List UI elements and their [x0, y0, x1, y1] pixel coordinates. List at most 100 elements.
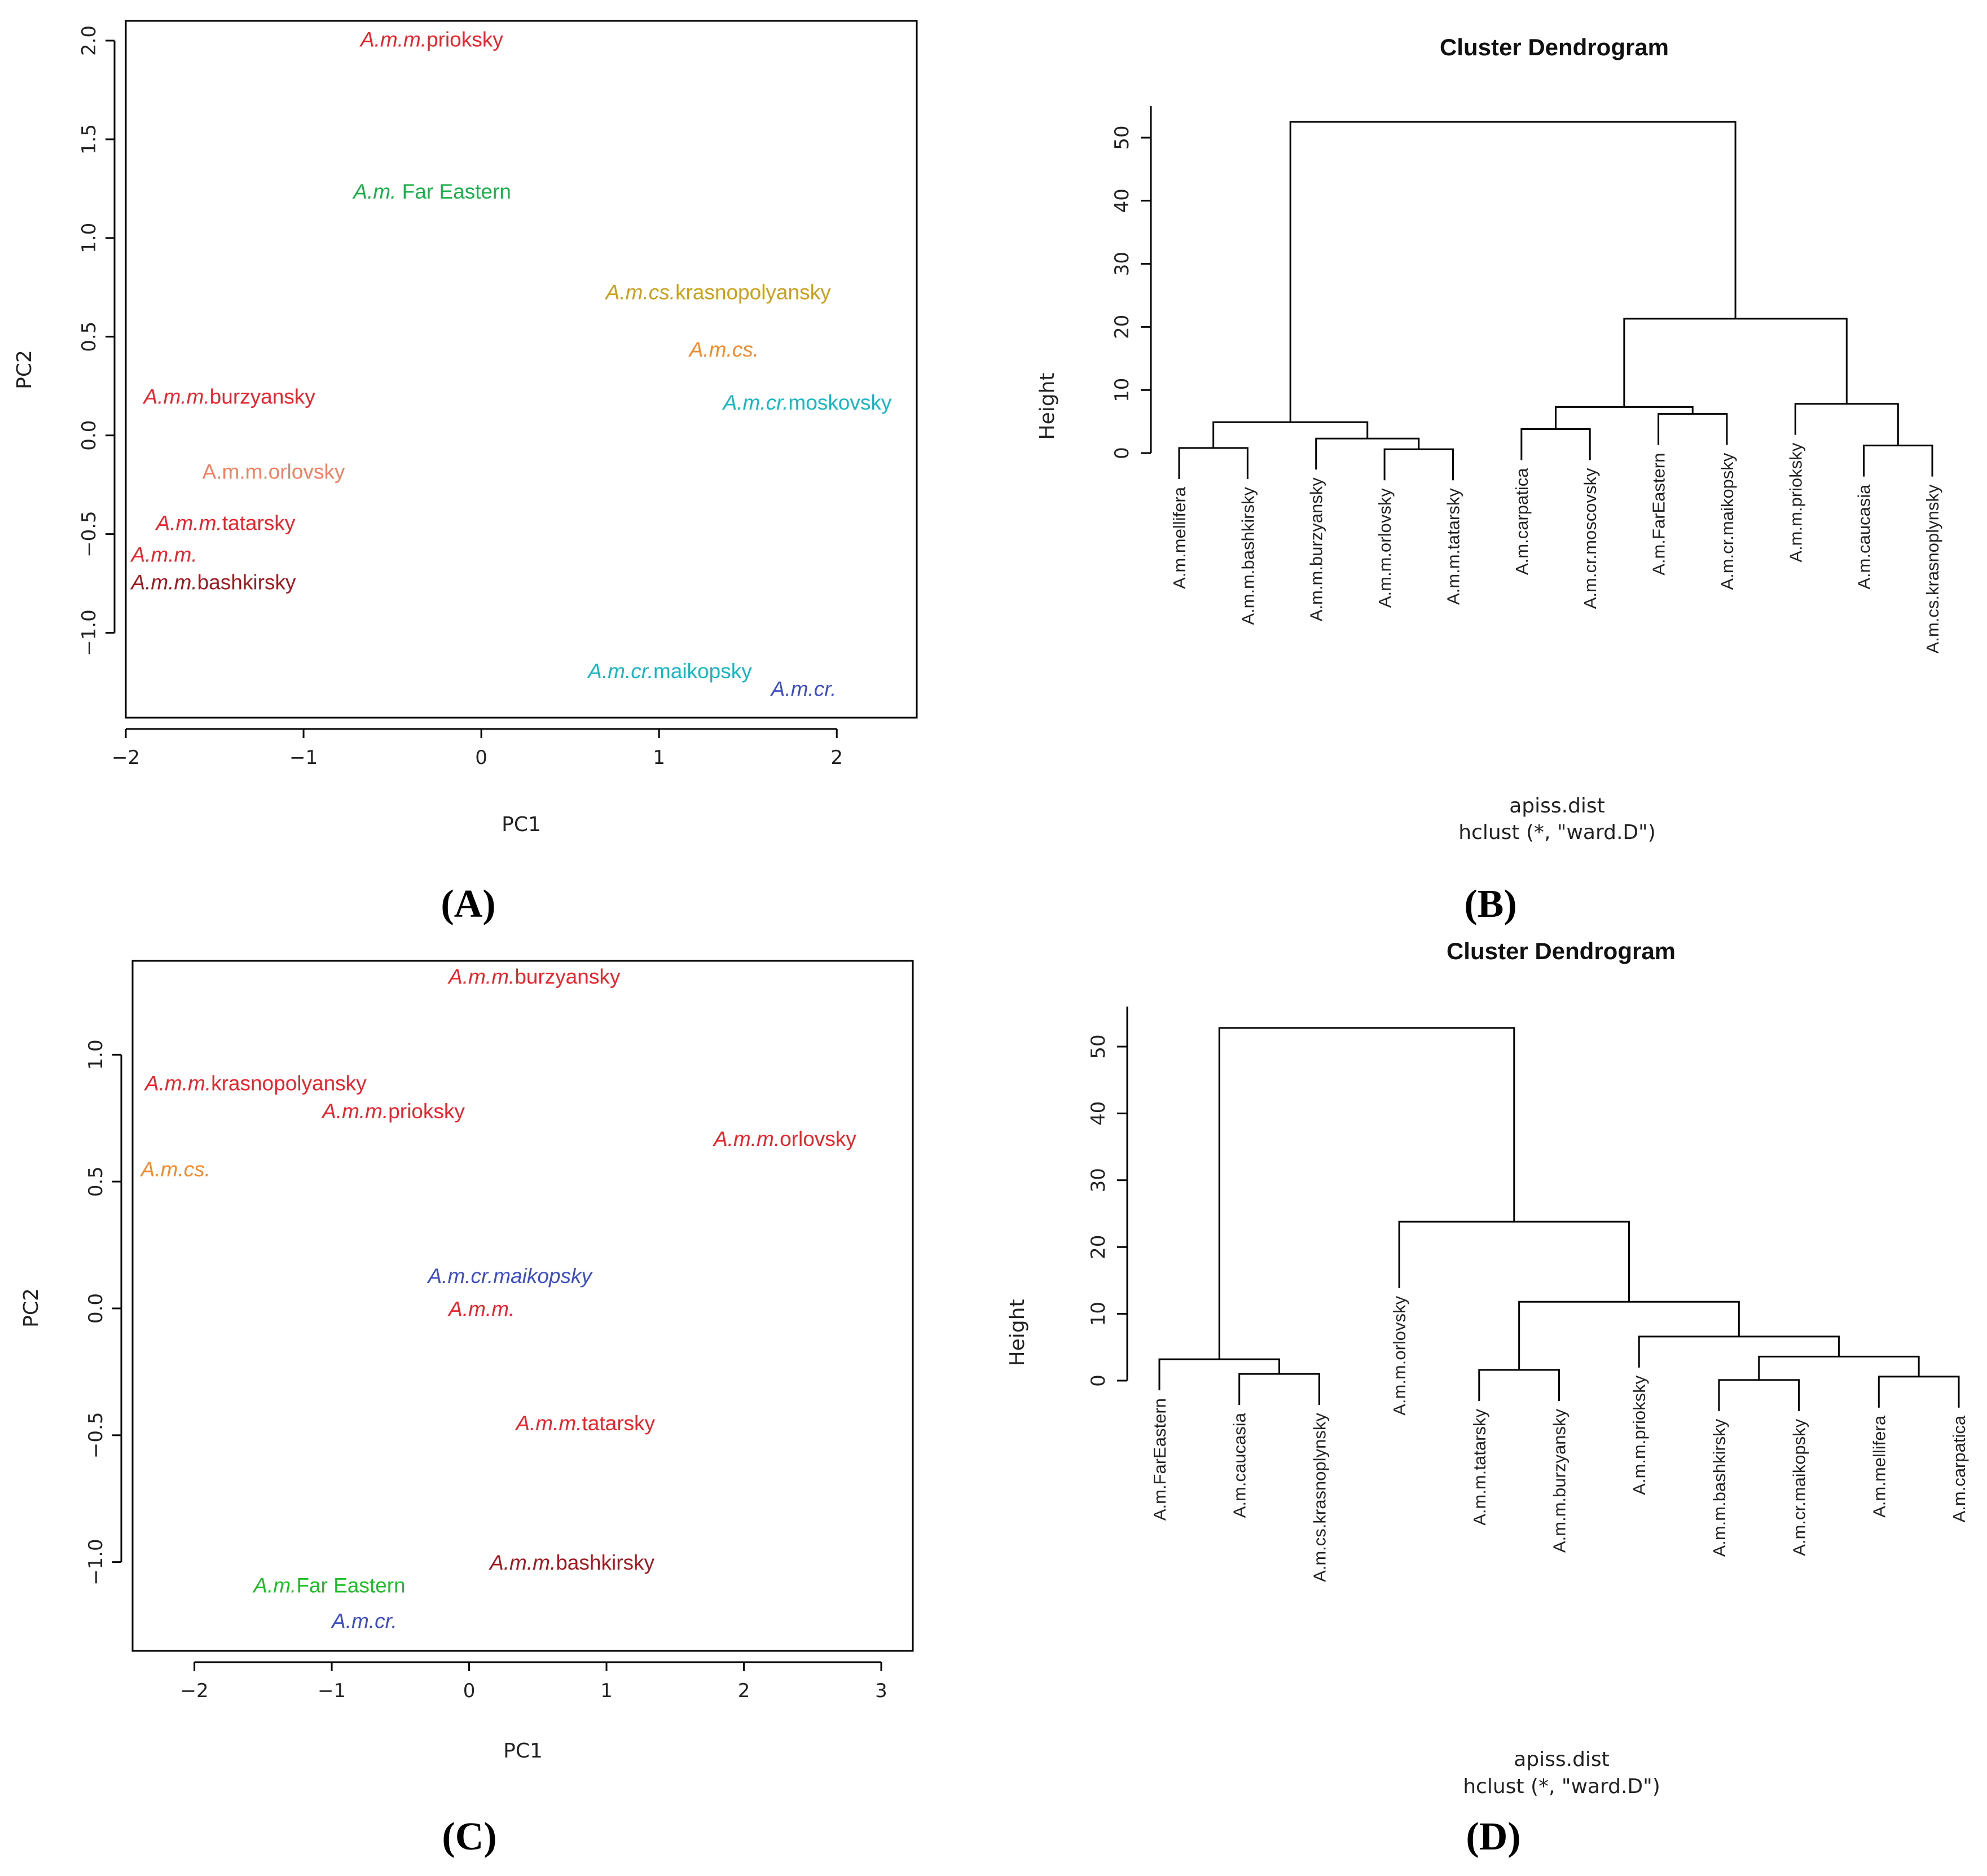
panel-b-branch [1658, 413, 1728, 445]
panel-a-x-tick-label: −1 [289, 746, 318, 769]
panel-a-point-label: A.m.cr.moskovsky [722, 391, 892, 414]
panel-a-point-label: A.m.cr. [770, 678, 837, 701]
panel-d-leaf-label: A.m.m.prioksky [1629, 1375, 1649, 1495]
panel-d-y-axis-title: Height [1006, 1299, 1029, 1366]
panel-a-x-tick-label: −2 [112, 746, 140, 769]
panel-d-x-axis-title: apiss.dist [1514, 1748, 1610, 1771]
panel-a-point-label: A.m.cs.krasnopolyansky [605, 280, 831, 304]
panel-b-x-axis-title: apiss.dist [1509, 794, 1605, 818]
panel-b-leaf-label: A.m.cr.maikopsky [1717, 452, 1737, 590]
panel-d-y-tick-label: 40 [1087, 1101, 1110, 1126]
panel-d-leaf-label: A.m.m.tatarsky [1470, 1409, 1489, 1526]
panel-b-branch [1178, 447, 1249, 480]
panel-b-leaf-label: A.m.m.prioksky [1786, 442, 1805, 562]
panel-c-y-tick-label: −0.5 [85, 1412, 107, 1459]
panel-c-x-tick-label: 0 [463, 1680, 476, 1702]
panel-a-y-tick-label: 2.0 [78, 25, 100, 56]
panel-b-axes: 0 10 20 30 40 50 [1111, 106, 1152, 459]
panel-c-y-tick-label: 1.0 [85, 1039, 107, 1070]
panel-b-leaf-label: A.m.m.orlovsky [1375, 488, 1395, 608]
panel-d-leaf-label: A.m.m.orlovsky [1390, 1295, 1409, 1415]
panel-d-y-tick-label: 0 [1087, 1374, 1110, 1387]
panel-d-leaf-label: A.m.FarEastern [1150, 1398, 1170, 1521]
panel-b-y-tick-label: 0 [1111, 447, 1133, 459]
panel-a-point-label: A.m.m.orlovsky [202, 460, 345, 484]
panel-b-y-tick-label: 50 [1111, 125, 1133, 150]
panel-a-plot-frame [125, 20, 918, 719]
panel-a-x-tick-label: 0 [475, 746, 487, 769]
panel-b-leaf-label: A.m.carpatica [1512, 468, 1532, 575]
panel-c-x-tick-label: 3 [875, 1680, 887, 1702]
panel-b-leaf-labels: A.m.mellifera A.m.m.bashkirsky A.m.m.burzy… [1170, 442, 1942, 653]
panel-c-plot-frame [131, 960, 914, 1652]
panel-b-branch [1383, 448, 1454, 481]
panel-b-leaf-label: A.m.m.tatarsky [1443, 488, 1463, 605]
panel-c-y-tick-label: 0.0 [85, 1293, 107, 1324]
panel-b-branch [1794, 403, 1899, 446]
panel-a-point-label: A.m.m. [130, 543, 197, 566]
panel-a-pca-plot: −2 −1 0 1 2 −1.0 −0.5 0.0 0.5 1.0 1.5 2.0 A.m.m.pri… [13, 20, 918, 926]
panel-d-tree [1158, 1027, 1960, 1411]
panel-b-leaf-label: A.m.m.bashkirsky [1238, 487, 1258, 625]
panel-c-points: A.m.m.burzyansky A.m.m.krasnopolyansky A.m… [140, 965, 857, 1632]
panel-b-leaf-label: A.m.FarEastern [1649, 453, 1669, 575]
panel-c-x-tick-label: 2 [738, 1680, 750, 1702]
panel-d-leaf-label: A.m.caucasia [1230, 1412, 1250, 1518]
panel-d-leaf-label: A.m.cr.maikopsky [1790, 1418, 1809, 1556]
panel-b-branch [1212, 421, 1369, 449]
panel-d-branch [1638, 1335, 1840, 1368]
panel-b-y-tick-label: 30 [1111, 252, 1133, 276]
panel-b-branch [1623, 318, 1848, 407]
panel-d-leaf-label: A.m.m.bashkirsky [1709, 1418, 1729, 1557]
panel-a-y-tick-label: 0.5 [78, 322, 100, 352]
panel-d-branch [1718, 1379, 1800, 1411]
panel-c-y-tick-label: 0.5 [85, 1166, 107, 1197]
panel-b-leaf-label: A.m.caucasia [1854, 484, 1874, 590]
panel-c-point-label: A.m.Far Eastern [252, 1574, 405, 1597]
panel-a-point-label: A.m.m.bashkirsky [130, 571, 296, 594]
panel-b-branch [1315, 437, 1420, 470]
panel-a-point-label: A.m.m.tatarsky [155, 512, 296, 535]
panel-a-point-label: A.m.cr.maikopsky [587, 660, 752, 683]
panel-b-y-tick-label: 20 [1111, 315, 1133, 339]
panel-d-y-tick-label: 30 [1087, 1168, 1110, 1192]
panel-b-method: hclust (*, "ward.D") [1458, 821, 1656, 844]
panel-d-branch [1758, 1355, 1920, 1380]
panel-a-y-tick-label: 0.0 [78, 420, 100, 451]
panel-d-branch [1238, 1373, 1320, 1405]
panel-d-leaf-label: A.m.cs.krasnoplynsky [1309, 1413, 1329, 1582]
panel-a-label: (A) [441, 882, 495, 926]
panel-a-point-label: A.m.m.burzyansky [143, 385, 316, 408]
panel-d-branch [1398, 1220, 1630, 1302]
panel-d-leaf-labels: A.m.FarEastern A.m.caucasia A.m.cs.krasnop… [1150, 1295, 1969, 1581]
panel-a-point-label: A.m.m.prioksky [359, 28, 503, 51]
panel-d-y-tick-label: 50 [1087, 1034, 1110, 1058]
panel-c-pca-plot: −2 −1 0 1 2 3 −1.0 −0.5 0.0 0.5 1.0 A.m.m.burzyans… [20, 960, 914, 1859]
panel-c-point-label: A.m.m.krasnopolyansky [144, 1071, 367, 1095]
panel-c-x-tick-label: −1 [318, 1680, 346, 1702]
panel-d-method: hclust (*, "ward.D") [1463, 1775, 1660, 1798]
panel-a-point-label: A.m. Far Eastern [352, 180, 511, 203]
panel-a-y-tick-label: 1.5 [78, 124, 100, 155]
panel-d-dendrogram: Cluster Dendrogram 0 10 20 30 40 50 A.m.FarEa… [1006, 938, 1969, 1859]
panel-c-point-label: A.m.cr.maikopsky [427, 1264, 593, 1288]
panel-a-x-tick-label: 2 [830, 746, 843, 769]
panel-d-branch [1878, 1376, 1960, 1408]
panel-b-branch [1555, 406, 1694, 429]
panel-b-y-axis-title: Height [1036, 372, 1059, 440]
panel-a-y-axis-title: PC2 [13, 350, 36, 389]
panel-b-leaf-label: A.m.mellifera [1170, 486, 1189, 589]
panel-d-leaf-label: A.m.m.burzyansky [1550, 1409, 1570, 1553]
panel-b-leaf-label: A.m.cr.moscovsky [1580, 468, 1600, 609]
panel-d-label: (D) [1466, 1815, 1520, 1859]
panel-c-x-tick-label: −2 [181, 1680, 209, 1702]
panel-b-title: Cluster Dendrogram [1440, 34, 1669, 60]
panel-c-axes: −2 −1 0 1 2 3 −1.0 −0.5 0.0 0.5 1.0 [85, 1039, 887, 1702]
panel-a-y-tick-label: −0.5 [78, 511, 100, 557]
panel-b-tree [1178, 121, 1933, 481]
panel-a-axes: −2 −1 0 1 2 −1.0 −0.5 0.0 0.5 1.0 1.5 2.0 [78, 25, 843, 769]
panel-b-leaf-label: A.m.cs.krasnoplynsky [1923, 484, 1942, 653]
panel-c-x-tick-label: 1 [600, 1680, 613, 1702]
panel-b-y-tick-label: 40 [1111, 188, 1133, 213]
